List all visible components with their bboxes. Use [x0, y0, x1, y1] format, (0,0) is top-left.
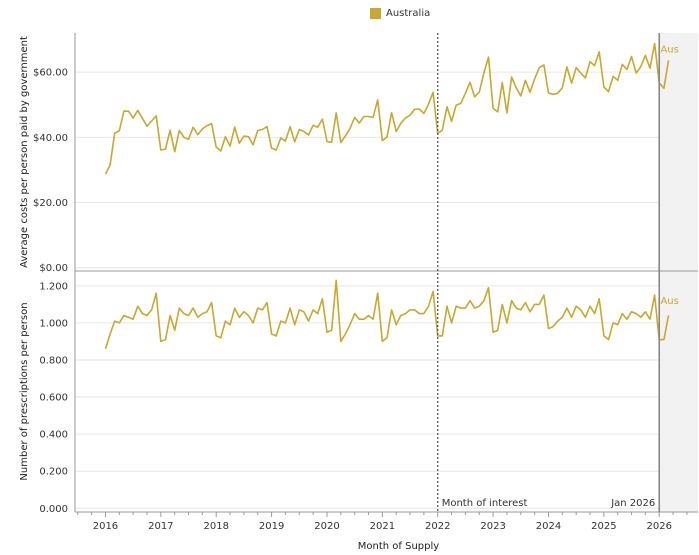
y-axis-title: Number of prescriptions per person — [19, 302, 30, 480]
y-tick-label: 0.200 — [39, 467, 68, 478]
x-tick-label: 2024 — [536, 521, 561, 532]
y-tick-label: 0.400 — [39, 430, 68, 441]
legend-label: Australia — [386, 8, 431, 19]
series-end-label: Aus — [660, 44, 678, 55]
y-tick-label: 1.000 — [39, 318, 68, 329]
y-tick-label: $40.00 — [33, 133, 68, 144]
x-tick-label: 2017 — [148, 521, 173, 532]
x-tick-label: 2025 — [591, 521, 616, 532]
series-line-australia — [104, 42, 670, 175]
y-tick-label: $20.00 — [33, 198, 68, 209]
y-tick-label: 1.200 — [39, 281, 68, 292]
x-tick-label: 2026 — [647, 521, 672, 532]
x-tick-label: 2023 — [480, 521, 505, 532]
y-tick-label: $0.00 — [39, 263, 68, 274]
y-tick-label: 0.800 — [39, 355, 68, 366]
series-line-australia — [104, 279, 670, 350]
x-tick-label: 2018 — [203, 521, 228, 532]
jan-2026-label: Jan 2026 — [610, 498, 655, 509]
x-tick-label: 2019 — [259, 521, 284, 532]
x-tick-label: 2021 — [370, 521, 395, 532]
legend[interactable]: Australia — [370, 8, 430, 19]
x-tick-label: 2022 — [425, 521, 450, 532]
y-tick-label: $60.00 — [33, 68, 68, 79]
series-end-label: Aus — [660, 296, 678, 307]
y-axis-title: Average costs per person paid by governm… — [19, 36, 30, 268]
legend-swatch — [370, 8, 381, 19]
y-tick-label: 0.600 — [39, 393, 68, 404]
x-axis-title: Month of Supply — [358, 541, 439, 552]
y-tick-label: 0.000 — [39, 504, 68, 515]
x-tick-label: 2020 — [314, 521, 339, 532]
shaded-region — [659, 33, 698, 512]
month-of-interest-label: Month of interest — [442, 498, 528, 509]
panel-2: 0.000 0.200 0.400 0.600 0.800 1.000 1.200 Numbe… — [19, 271, 679, 515]
x-tick-label: 2016 — [93, 521, 118, 532]
